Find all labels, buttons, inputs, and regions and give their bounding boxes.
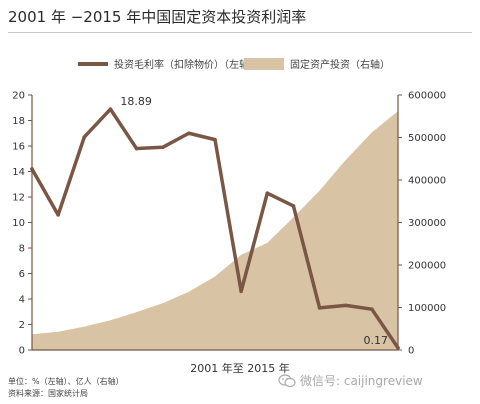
line-point [108,107,113,111]
y-left-tick-label: 18 [12,116,25,127]
y-left-tick-label: 14 [12,167,25,178]
legend-line-label: 投资毛利率（扣除物价）（左轴） [114,60,259,71]
legend-item-area: 固定资产投资（右轴） [244,56,390,71]
y-left-tick-label: 6 [19,269,25,280]
y-left-tick-label: 12 [12,193,25,204]
y-left-tick-label: 8 [19,244,25,255]
line-point [213,137,217,142]
data-label-0: 18.89 [120,95,152,108]
series-area-fixed-investment [32,111,398,351]
chart-title: 2001 年 −2015 年中国固定资本投资利润率 [8,8,307,26]
legend-area-label: 固定资产投资（右轴） [290,60,390,71]
y-left-tick-label: 4 [19,295,25,306]
line-point [56,213,60,217]
y-right-tick-label: 500000 [408,133,446,144]
wechat-icon [278,373,296,387]
line-point [265,191,270,195]
y-right-tick-label: 100000 [408,303,446,314]
y-right-tick-label: 600000 [408,91,446,102]
x-axis-title: 2001 年至 2015 年 [190,362,290,375]
source-note: 资料来源：国家统计局 [8,389,88,398]
y-right-tick-label: 400000 [408,176,446,187]
y-left-tick-label: 10 [12,218,25,229]
line-point [160,145,165,150]
legend: 投资毛利率（扣除物价）（左轴） 固定资产投资（右轴） [0,56,480,72]
line-point [187,131,191,136]
line-point [396,346,400,350]
line-point [343,303,348,308]
line-point [239,289,243,294]
y-left-tick-label: 0 [19,346,25,357]
line-point [82,135,87,139]
legend-item-line: 投资毛利率（扣除物价）（左轴） [78,56,259,71]
title-divider [8,32,472,33]
watermark: 微信号: caijingreview [278,372,423,389]
y-right-tick-label: 300000 [408,218,446,229]
line-point [317,306,322,310]
line-point [134,146,139,151]
line-point [370,307,374,312]
y-left-tick-label: 20 [12,91,25,102]
watermark-text: 微信号: caijingreview [300,374,423,388]
legend-line-swatch [78,61,108,66]
y-left-tick-label: 2 [19,320,25,331]
y-right-tick-label: 200000 [408,261,446,272]
unit-note: 单位：%（左轴）、亿人（右轴） [8,377,124,386]
y-left-tick-label: 16 [12,142,25,153]
legend-area-swatch [244,57,284,70]
data-label-1: 0.17 [364,334,389,347]
line-point [30,167,34,171]
line-point [291,204,296,208]
y-right-tick-label: 0 [408,346,414,357]
